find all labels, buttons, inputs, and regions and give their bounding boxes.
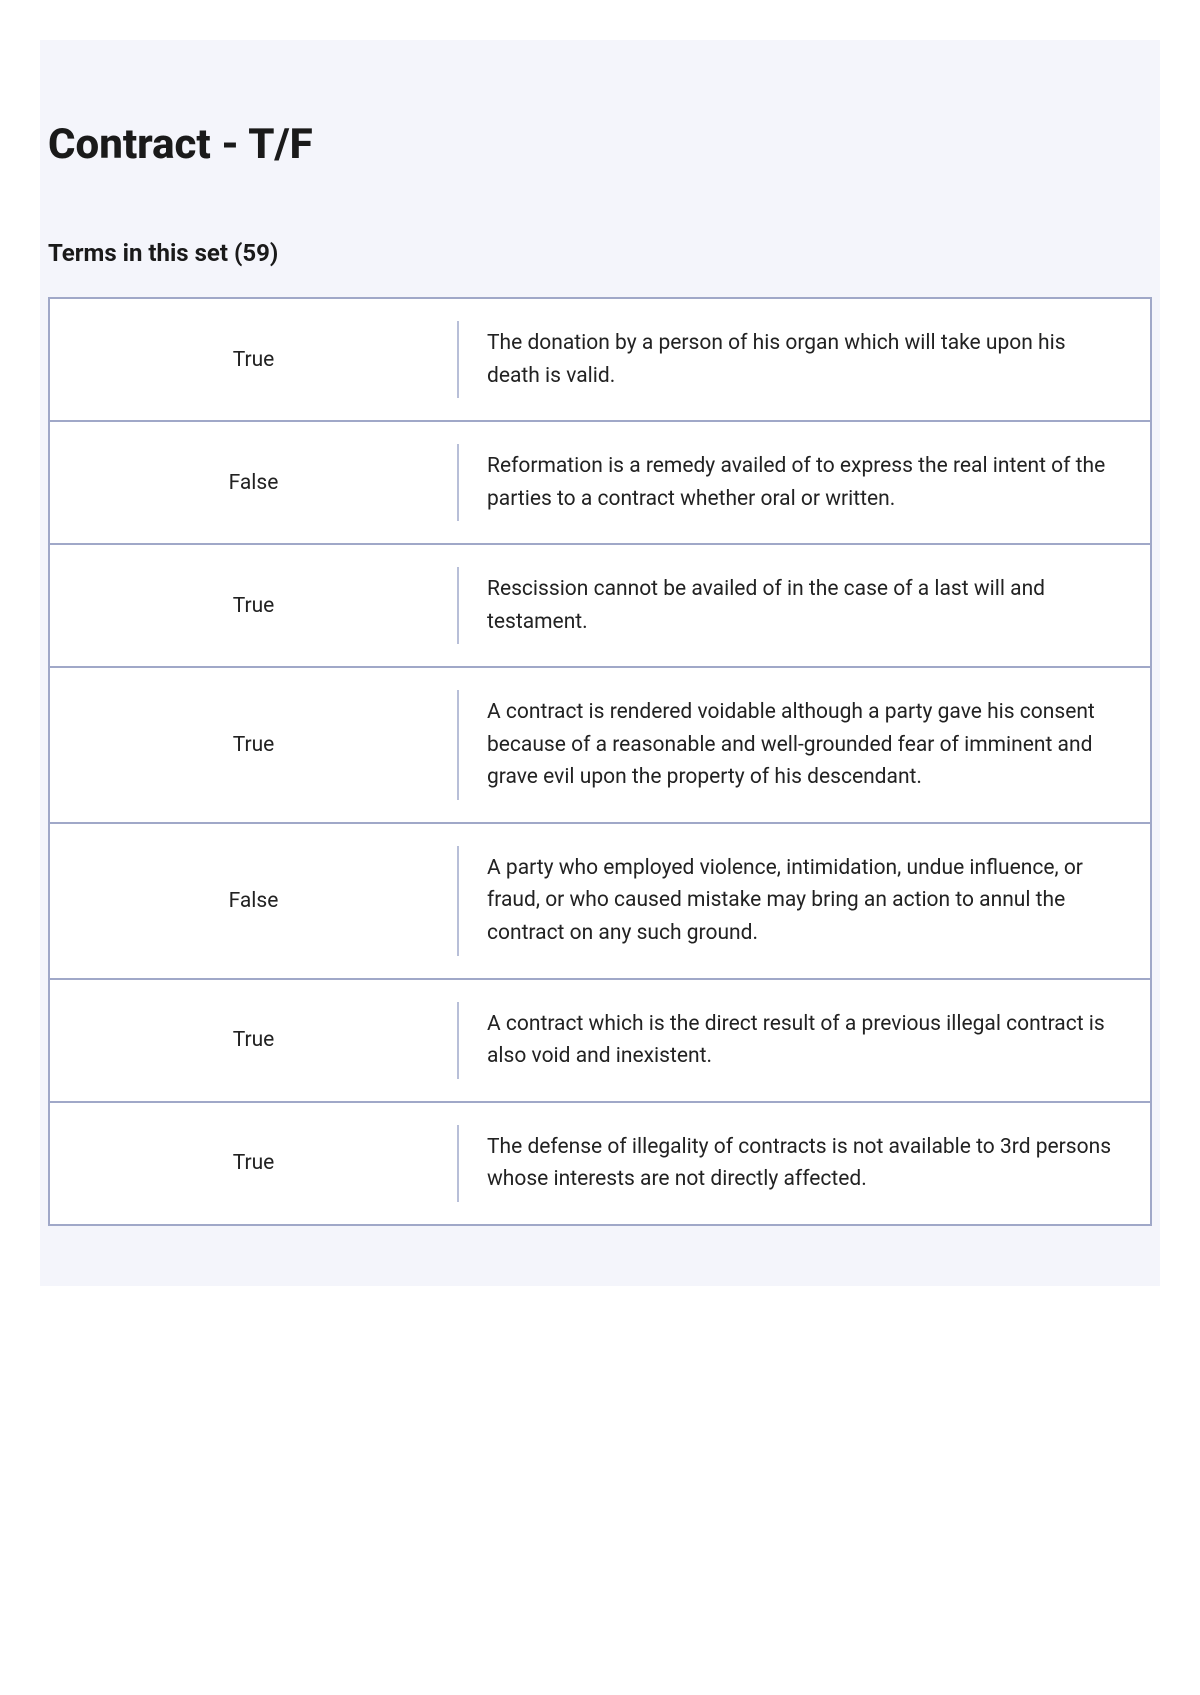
- definition-cell: The donation by a person of his organ wh…: [457, 299, 1150, 420]
- term-value: True: [233, 733, 275, 757]
- table-row: False A party who employed violence, inti…: [50, 824, 1150, 980]
- page-title: Contract - T/F: [48, 120, 1152, 169]
- term-value: True: [233, 1151, 275, 1175]
- table-row: True Rescission cannot be availed of in t…: [50, 545, 1150, 668]
- definition-text: A contract is rendered voidable although…: [487, 700, 1095, 789]
- definition-cell: Reformation is a remedy availed of to ex…: [457, 422, 1150, 543]
- definition-text: Reformation is a remedy availed of to ex…: [487, 454, 1105, 511]
- term-cell: True: [50, 980, 457, 1101]
- term-value: False: [229, 889, 279, 913]
- term-value: True: [233, 1028, 275, 1052]
- term-value: False: [229, 471, 279, 495]
- table-row: True A contract which is the direct resul…: [50, 980, 1150, 1103]
- terms-count-heading: Terms in this set (59): [48, 239, 1152, 267]
- table-row: True A contract is rendered voidable alth…: [50, 668, 1150, 824]
- table-row: True The donation by a person of his orga…: [50, 299, 1150, 422]
- page-background: Contract - T/F Terms in this set (59) Tr…: [40, 40, 1160, 1286]
- term-value: True: [233, 348, 275, 372]
- definition-cell: A contract is rendered voidable although…: [457, 668, 1150, 822]
- table-row: False Reformation is a remedy availed of …: [50, 422, 1150, 545]
- definition-text: The defense of illegality of contracts i…: [487, 1135, 1111, 1192]
- term-cell: True: [50, 668, 457, 822]
- definition-text: A party who employed violence, intimidat…: [487, 856, 1083, 945]
- definition-text: A contract which is the direct result of…: [487, 1012, 1105, 1069]
- term-cell: False: [50, 422, 457, 543]
- terms-table: True The donation by a person of his orga…: [48, 297, 1152, 1226]
- term-cell: True: [50, 545, 457, 666]
- term-value: True: [233, 594, 275, 618]
- definition-cell: A party who employed violence, intimidat…: [457, 824, 1150, 978]
- definition-text: The donation by a person of his organ wh…: [487, 331, 1066, 388]
- definition-cell: A contract which is the direct result of…: [457, 980, 1150, 1101]
- definition-cell: The defense of illegality of contracts i…: [457, 1103, 1150, 1224]
- term-cell: True: [50, 1103, 457, 1224]
- definition-text: Rescission cannot be availed of in the c…: [487, 577, 1045, 634]
- term-cell: True: [50, 299, 457, 420]
- table-row: True The defense of illegality of contrac…: [50, 1103, 1150, 1224]
- term-cell: False: [50, 824, 457, 978]
- definition-cell: Rescission cannot be availed of in the c…: [457, 545, 1150, 666]
